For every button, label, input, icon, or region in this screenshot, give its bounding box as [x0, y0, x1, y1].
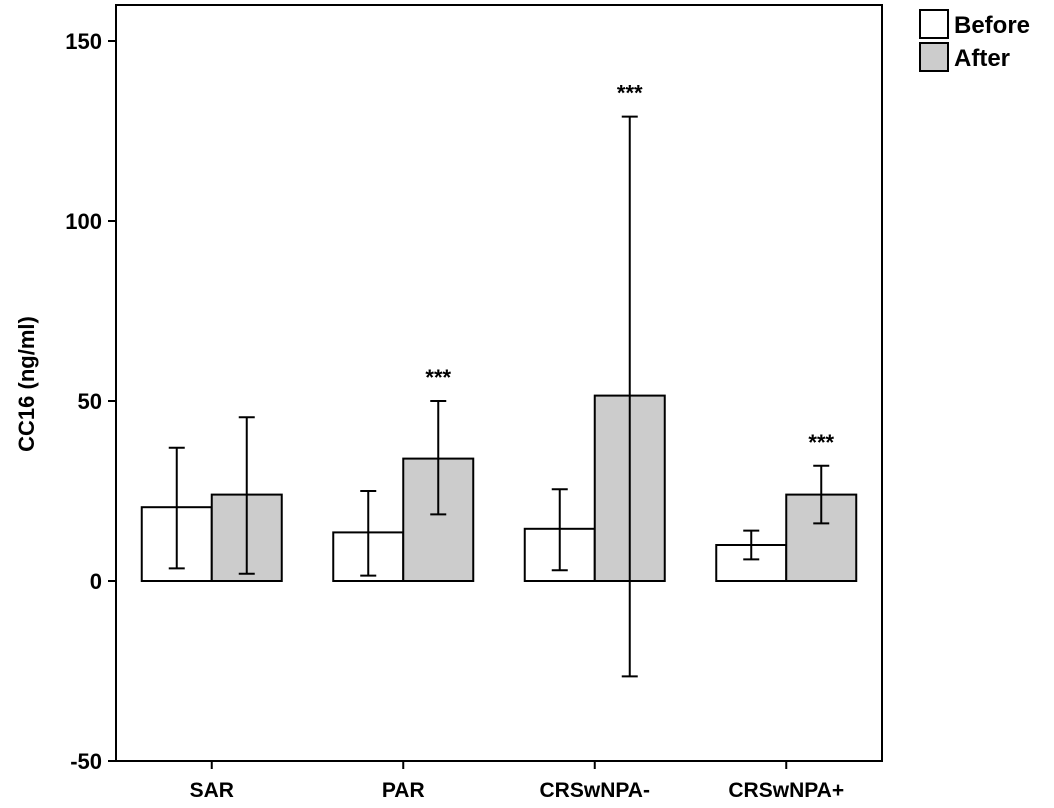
y-tick-label: 50	[78, 389, 102, 414]
significance-marker: ***	[808, 430, 834, 455]
plot-area	[115, 4, 883, 762]
x-tick-label: CRSwNPA-	[540, 779, 650, 802]
y-tick-label: 150	[65, 29, 102, 54]
x-tick-label: SAR	[190, 779, 234, 802]
x-tick-label: PAR	[382, 779, 425, 802]
y-axis-title: CC16 (ng/ml)	[14, 316, 39, 452]
plot-border	[115, 4, 883, 762]
significance-marker: ***	[425, 365, 451, 390]
error-bars	[168, 115, 830, 678]
legend-swatch-after	[919, 42, 949, 72]
x-axis: SAR PAR CRSwNPA- CRSwNPA+	[190, 761, 844, 802]
legend-label-before: Before	[954, 12, 1030, 39]
y-tick-label: 100	[65, 209, 102, 234]
x-tick-label: CRSwNPA+	[728, 779, 844, 802]
bars	[140, 394, 858, 583]
legend: Before After	[919, 9, 1030, 72]
y-axis: -50 0 50 100 150	[65, 29, 116, 774]
y-tick-label: 0	[90, 569, 102, 594]
legend-label-after: After	[954, 45, 1010, 72]
y-tick-label: -50	[70, 749, 102, 774]
legend-swatch-before	[919, 9, 949, 39]
significance-annotations: *** *** ***	[425, 81, 834, 455]
significance-marker: ***	[617, 81, 643, 106]
